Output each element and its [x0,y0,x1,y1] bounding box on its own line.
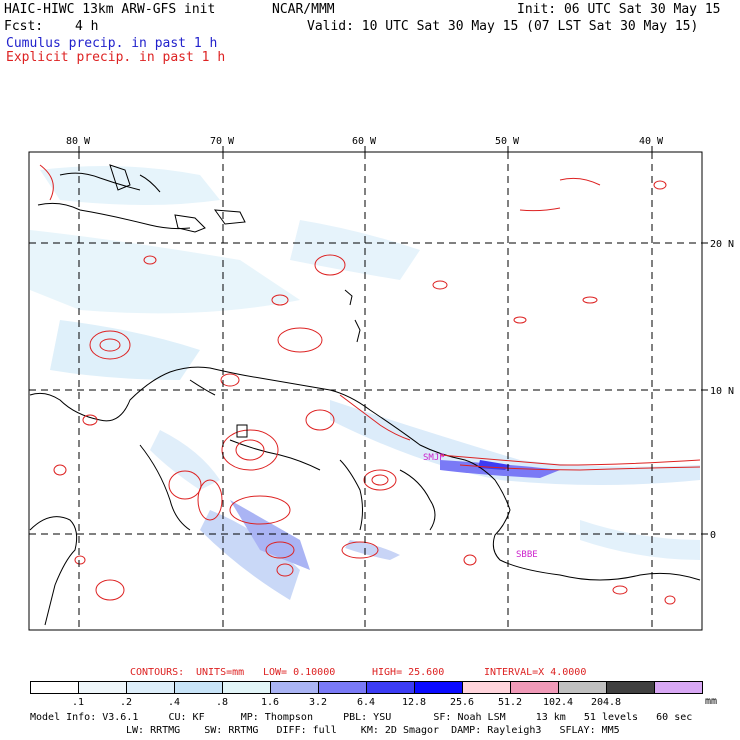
legend-swatch [366,681,415,694]
legend-tick-label: 51.2 [497,697,523,708]
lon-label-40w: 40 W [639,136,664,147]
station-marker [236,424,248,438]
map-frame [28,151,703,631]
valid-time: Valid: 10 UTC Sat 30 May 15 (07 LST Sat … [307,19,699,34]
model-info-line1: Model Info: V3.6.1 CU: KF MP: Thompson P… [30,712,693,723]
lon-label-70w: 70 W [210,136,235,147]
legend-tick-label: 1.6 [260,697,280,708]
legend-tick-label: 102.4 [542,697,574,708]
model-title: HAIC-HIWC 13km ARW-GFS init [4,2,216,17]
legend-swatch [318,681,367,694]
legend-tick-label: .1 [71,697,85,708]
explicit-precip-title: Explicit precip. in past 1 h [6,50,226,65]
legend-swatch [222,681,271,694]
forecast-label: Fcst: [4,19,44,34]
station-label-smjp: SMJP [423,453,445,463]
lon-label-60w: 60 W [352,136,377,147]
lat-lon-grid [29,152,702,630]
legend-swatch [654,681,703,694]
legend-tick-label: 12.8 [401,697,427,708]
contours-low: LOW= 0.10000 [263,667,336,678]
legend-swatch [462,681,511,694]
organization-label: NCAR/MMM [272,2,335,17]
legend-tick-label: .8 [215,697,229,708]
contours-high: HIGH= 25.600 [372,667,445,678]
legend-swatch [510,681,559,694]
lat-label-20n: 20 N [710,239,734,250]
axis-ticks [78,146,708,535]
legend-tick-label: 6.4 [356,697,376,708]
station-label-sbbe: SBBE [516,550,538,560]
explicit-precip-contours [39,164,701,605]
legend-tick-label: .4 [167,697,181,708]
contours-interval: INTERVAL=X 4.0000 [484,667,587,678]
contours-label: CONTOURS: [130,667,185,678]
legend-tick-label: 3.2 [308,697,328,708]
lon-label-80w: 80 W [66,136,91,147]
legend-swatch [558,681,607,694]
legend-tick-label: .2 [119,697,133,708]
legend-swatch [174,681,223,694]
model-info-line2: LW: RRTMG SW: RRTMG DIFF: full KM: 2D Sm… [126,725,620,736]
legend-swatch [30,681,79,694]
legend-swatch [414,681,463,694]
legend-swatch [126,681,175,694]
legend-unit: mm [705,696,718,707]
cumulus-precip-title: Cumulus precip. in past 1 h [6,36,218,51]
legend-swatch [270,681,319,694]
legend-tick-label: 204.8 [590,697,622,708]
cumulus-precip-shading [30,166,700,600]
lon-label-50w: 50 W [495,136,520,147]
legend-swatch [78,681,127,694]
coastlines [29,164,701,626]
legend-tick-label: 25.6 [449,697,475,708]
forecast-hour: 4 h [75,19,99,34]
legend-swatch [606,681,655,694]
contours-units: UNITS=mm [196,667,245,678]
init-time: Init: 06 UTC Sat 30 May 15 [517,2,721,17]
lat-label-10n: 10 N [710,386,734,397]
lat-label-0: 0 [710,530,716,541]
